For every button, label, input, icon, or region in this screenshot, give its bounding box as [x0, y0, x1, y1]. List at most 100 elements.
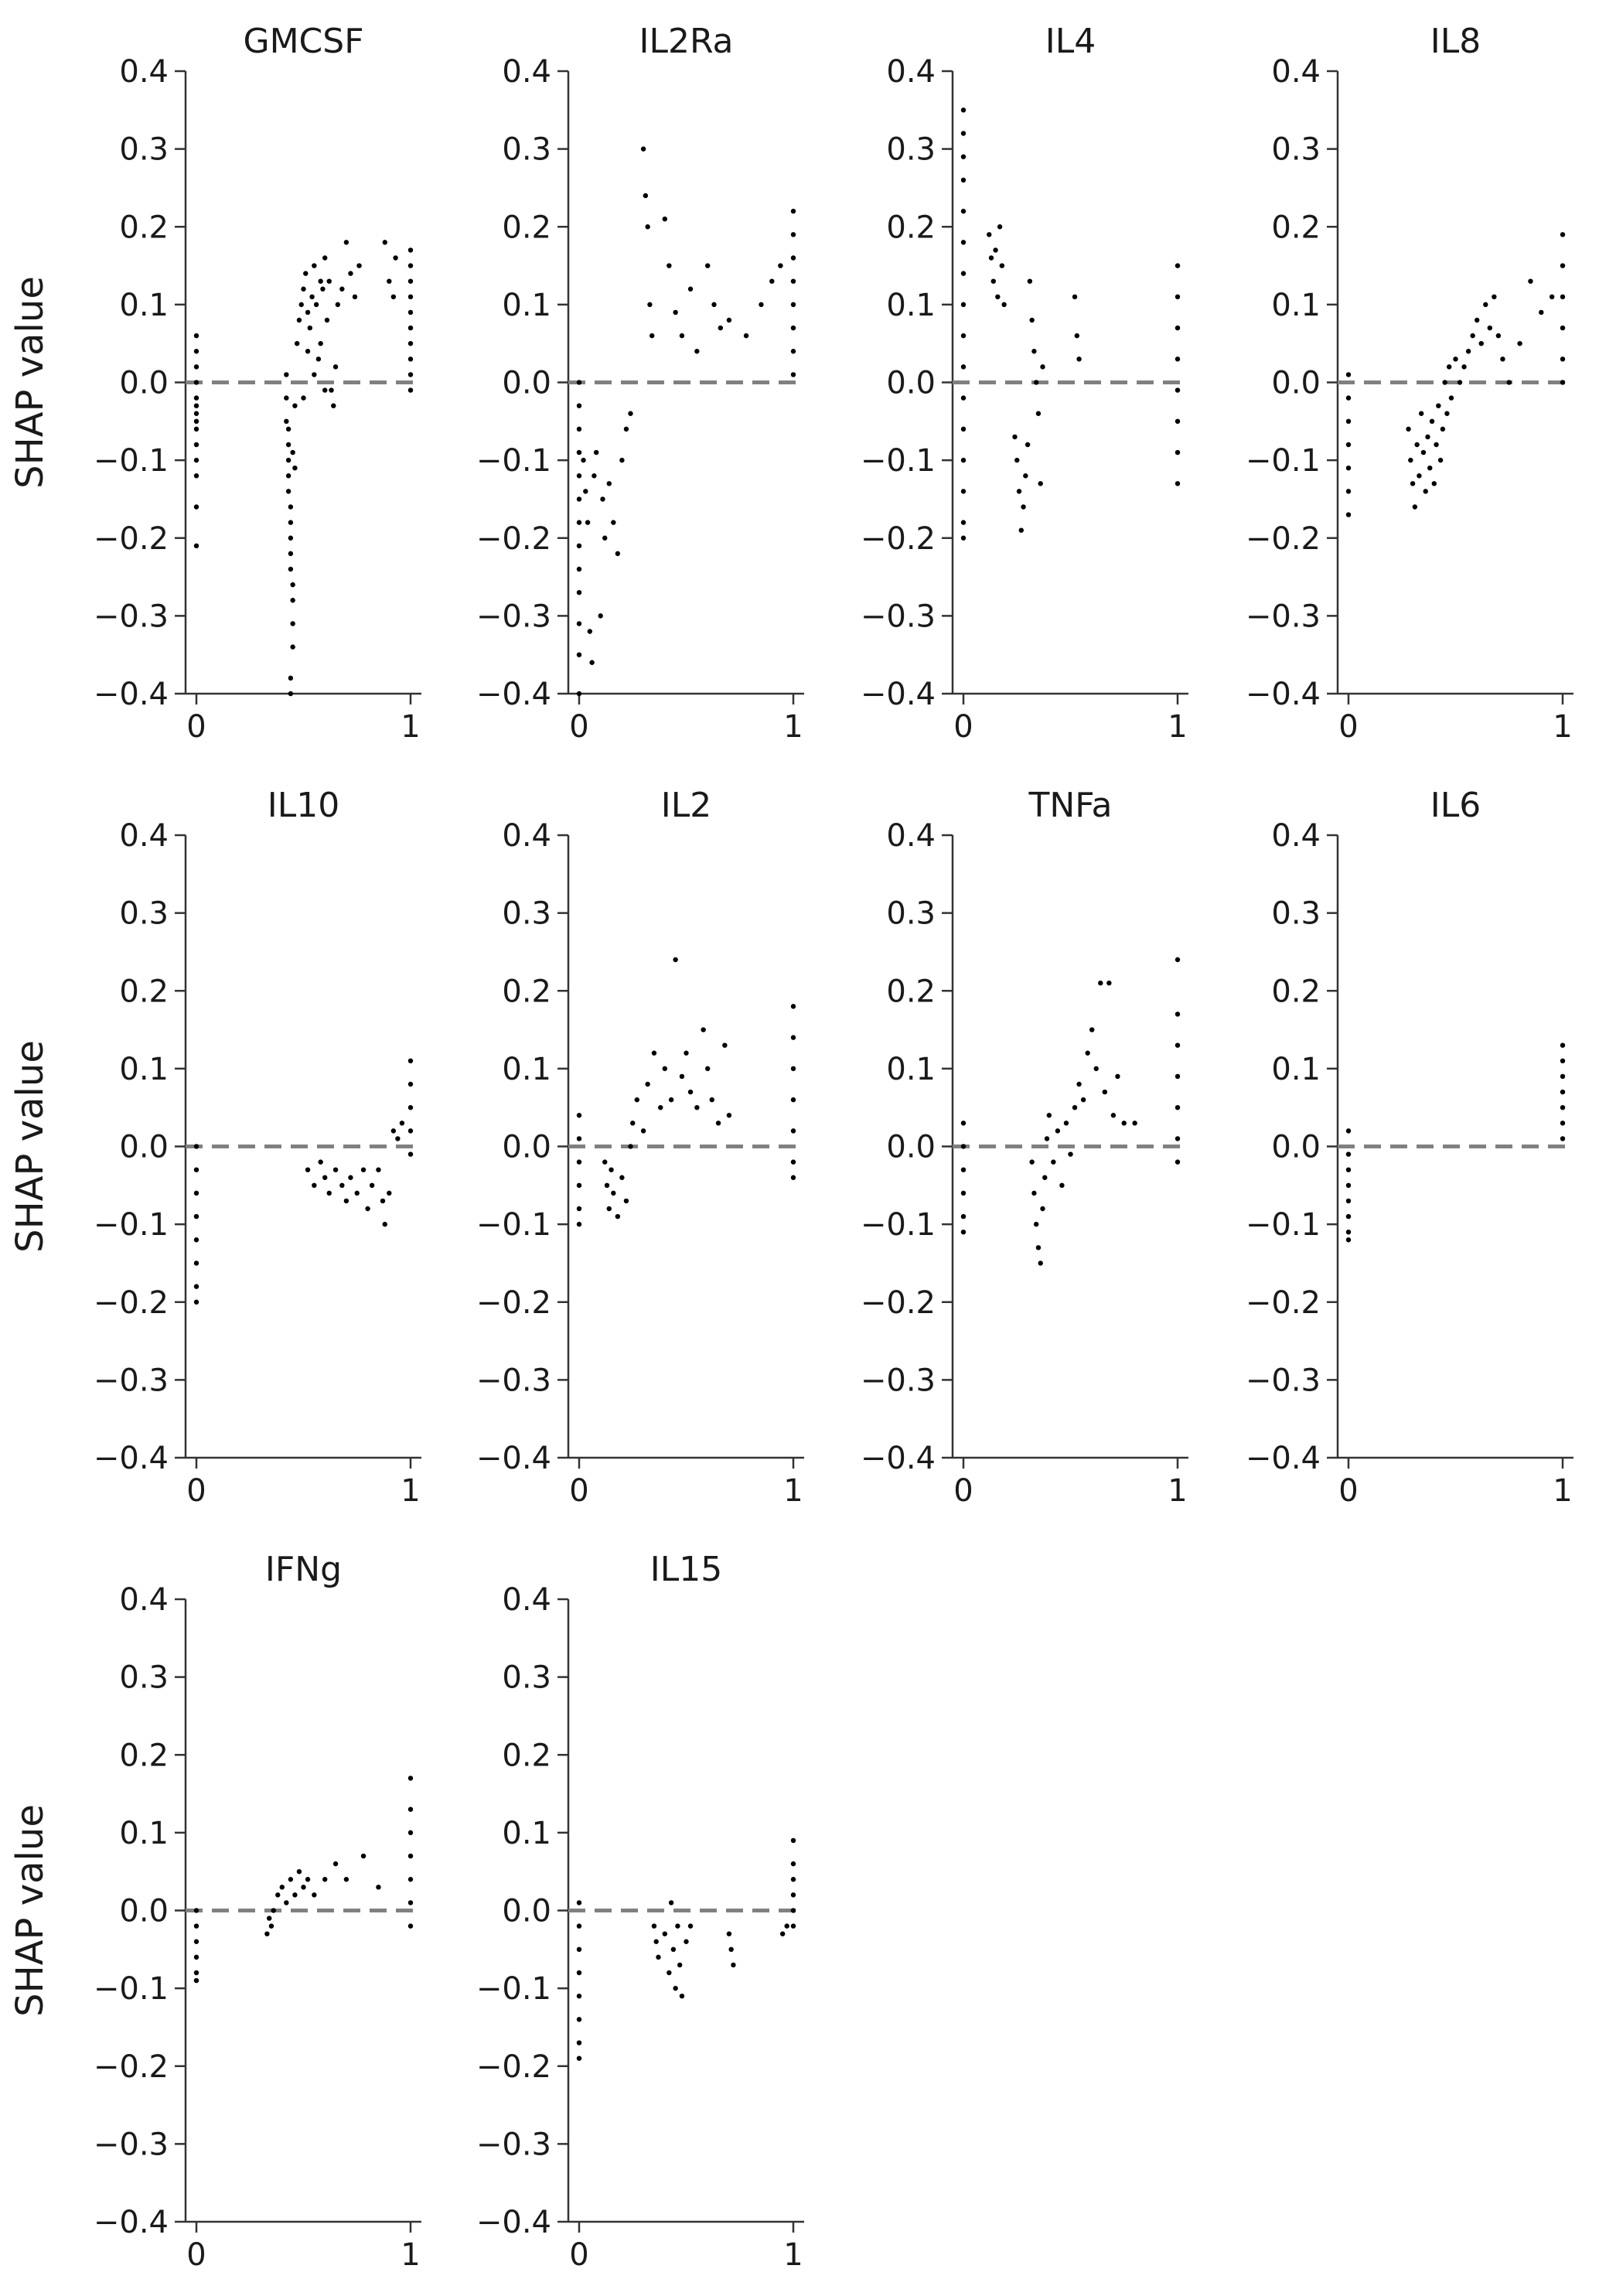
y-tick-label: −0.4 — [94, 677, 169, 712]
data-point — [790, 1159, 796, 1165]
data-point — [1175, 1073, 1181, 1080]
data-point — [1115, 1073, 1120, 1080]
data-point — [1085, 1050, 1090, 1056]
data-point — [329, 387, 334, 393]
data-point — [1560, 325, 1566, 331]
data-point — [288, 535, 294, 541]
data-point — [193, 457, 199, 463]
data-point — [1345, 465, 1352, 471]
data-point — [407, 340, 414, 346]
y-tick-label: −0.1 — [94, 1207, 169, 1243]
data-point — [790, 1128, 796, 1134]
data-point — [324, 317, 330, 323]
data-point — [790, 1837, 796, 1844]
data-point — [1560, 1073, 1566, 1080]
data-point — [602, 535, 608, 541]
data-point — [662, 1066, 667, 1072]
data-point — [320, 286, 326, 292]
data-point — [628, 411, 633, 416]
data-point — [576, 1970, 582, 1976]
data-point — [285, 489, 292, 494]
data-point — [1175, 418, 1181, 425]
y-axis-label: SHAP value — [9, 1040, 52, 1253]
data-point — [1427, 465, 1433, 471]
data-point — [193, 380, 199, 385]
data-point — [309, 294, 315, 300]
data-point — [960, 395, 967, 401]
data-point — [393, 255, 398, 261]
data-point — [407, 1830, 414, 1836]
y-tick-label: 0.4 — [886, 818, 936, 854]
y-tick-label: −0.4 — [476, 1441, 551, 1476]
data-point — [960, 154, 967, 159]
data-point — [790, 349, 796, 354]
data-point — [331, 403, 336, 408]
data-point — [960, 426, 967, 432]
data-point — [312, 372, 317, 377]
data-point — [1175, 387, 1181, 393]
panel-tnfa: TNFa 0.4 0.3 0.2 0.1 0.0 −0.1 −0.2 −0.3 −0.4 0 1 — [861, 786, 1188, 1509]
data-point — [668, 1900, 674, 1905]
data-point — [630, 1121, 636, 1126]
data-point — [332, 364, 339, 370]
y-tick-label: 0.4 — [502, 818, 551, 854]
data-point — [960, 489, 967, 494]
data-point — [305, 349, 311, 354]
data-point — [1175, 481, 1181, 486]
data-point — [987, 232, 992, 237]
data-point — [1465, 349, 1471, 354]
x-tick-label: 0 — [569, 1473, 588, 1509]
y-tick-label: −0.2 — [1246, 1285, 1321, 1321]
y-tick-label: 0.3 — [886, 132, 936, 168]
x-tick-label: 0 — [1338, 709, 1358, 745]
panel-title: IL2Ra — [639, 22, 733, 61]
data-point — [264, 1931, 270, 1936]
data-point — [1549, 294, 1555, 300]
data-point — [1483, 302, 1488, 308]
data-point — [1345, 1182, 1352, 1189]
data-point — [585, 520, 591, 525]
y-tick-label: 0.0 — [1271, 366, 1321, 401]
data-point — [1051, 1159, 1056, 1165]
data-point — [960, 457, 967, 463]
data-point — [790, 1923, 796, 1929]
data-point — [1487, 325, 1493, 331]
data-point — [673, 309, 678, 316]
data-point — [1098, 980, 1103, 986]
data-point — [348, 271, 353, 276]
data-point — [284, 418, 289, 425]
y-tick-label: 0.2 — [502, 974, 551, 1009]
data-point — [640, 1128, 646, 1134]
data-point — [576, 1136, 582, 1141]
data-point — [290, 449, 295, 455]
data-point — [615, 1213, 621, 1220]
data-point — [960, 302, 967, 308]
data-point — [193, 364, 199, 370]
data-point — [1425, 434, 1430, 440]
data-point — [1345, 1229, 1352, 1235]
panel-title: IL8 — [1430, 22, 1481, 61]
data-point — [390, 294, 397, 300]
x-tick-label: 0 — [186, 709, 206, 745]
data-point — [1345, 442, 1352, 448]
data-point — [1444, 411, 1450, 416]
data-point — [407, 372, 414, 377]
data-point — [387, 278, 392, 284]
data-point — [668, 1097, 674, 1103]
data-point — [731, 1962, 736, 1968]
data-point — [790, 372, 796, 377]
data-point — [1539, 309, 1544, 316]
data-point — [1560, 1104, 1566, 1110]
data-point — [960, 107, 967, 113]
data-point — [576, 2055, 582, 2061]
data-point — [1345, 418, 1352, 425]
y-tick-label: −0.4 — [94, 2205, 169, 2240]
panel-title: IL4 — [1045, 22, 1096, 61]
data-point — [576, 1206, 582, 1212]
data-point — [576, 621, 582, 626]
y-tick-label: 0.4 — [886, 54, 936, 90]
data-point — [600, 496, 605, 502]
data-point — [354, 1190, 360, 1196]
data-point — [292, 403, 298, 408]
data-point — [1506, 380, 1512, 385]
